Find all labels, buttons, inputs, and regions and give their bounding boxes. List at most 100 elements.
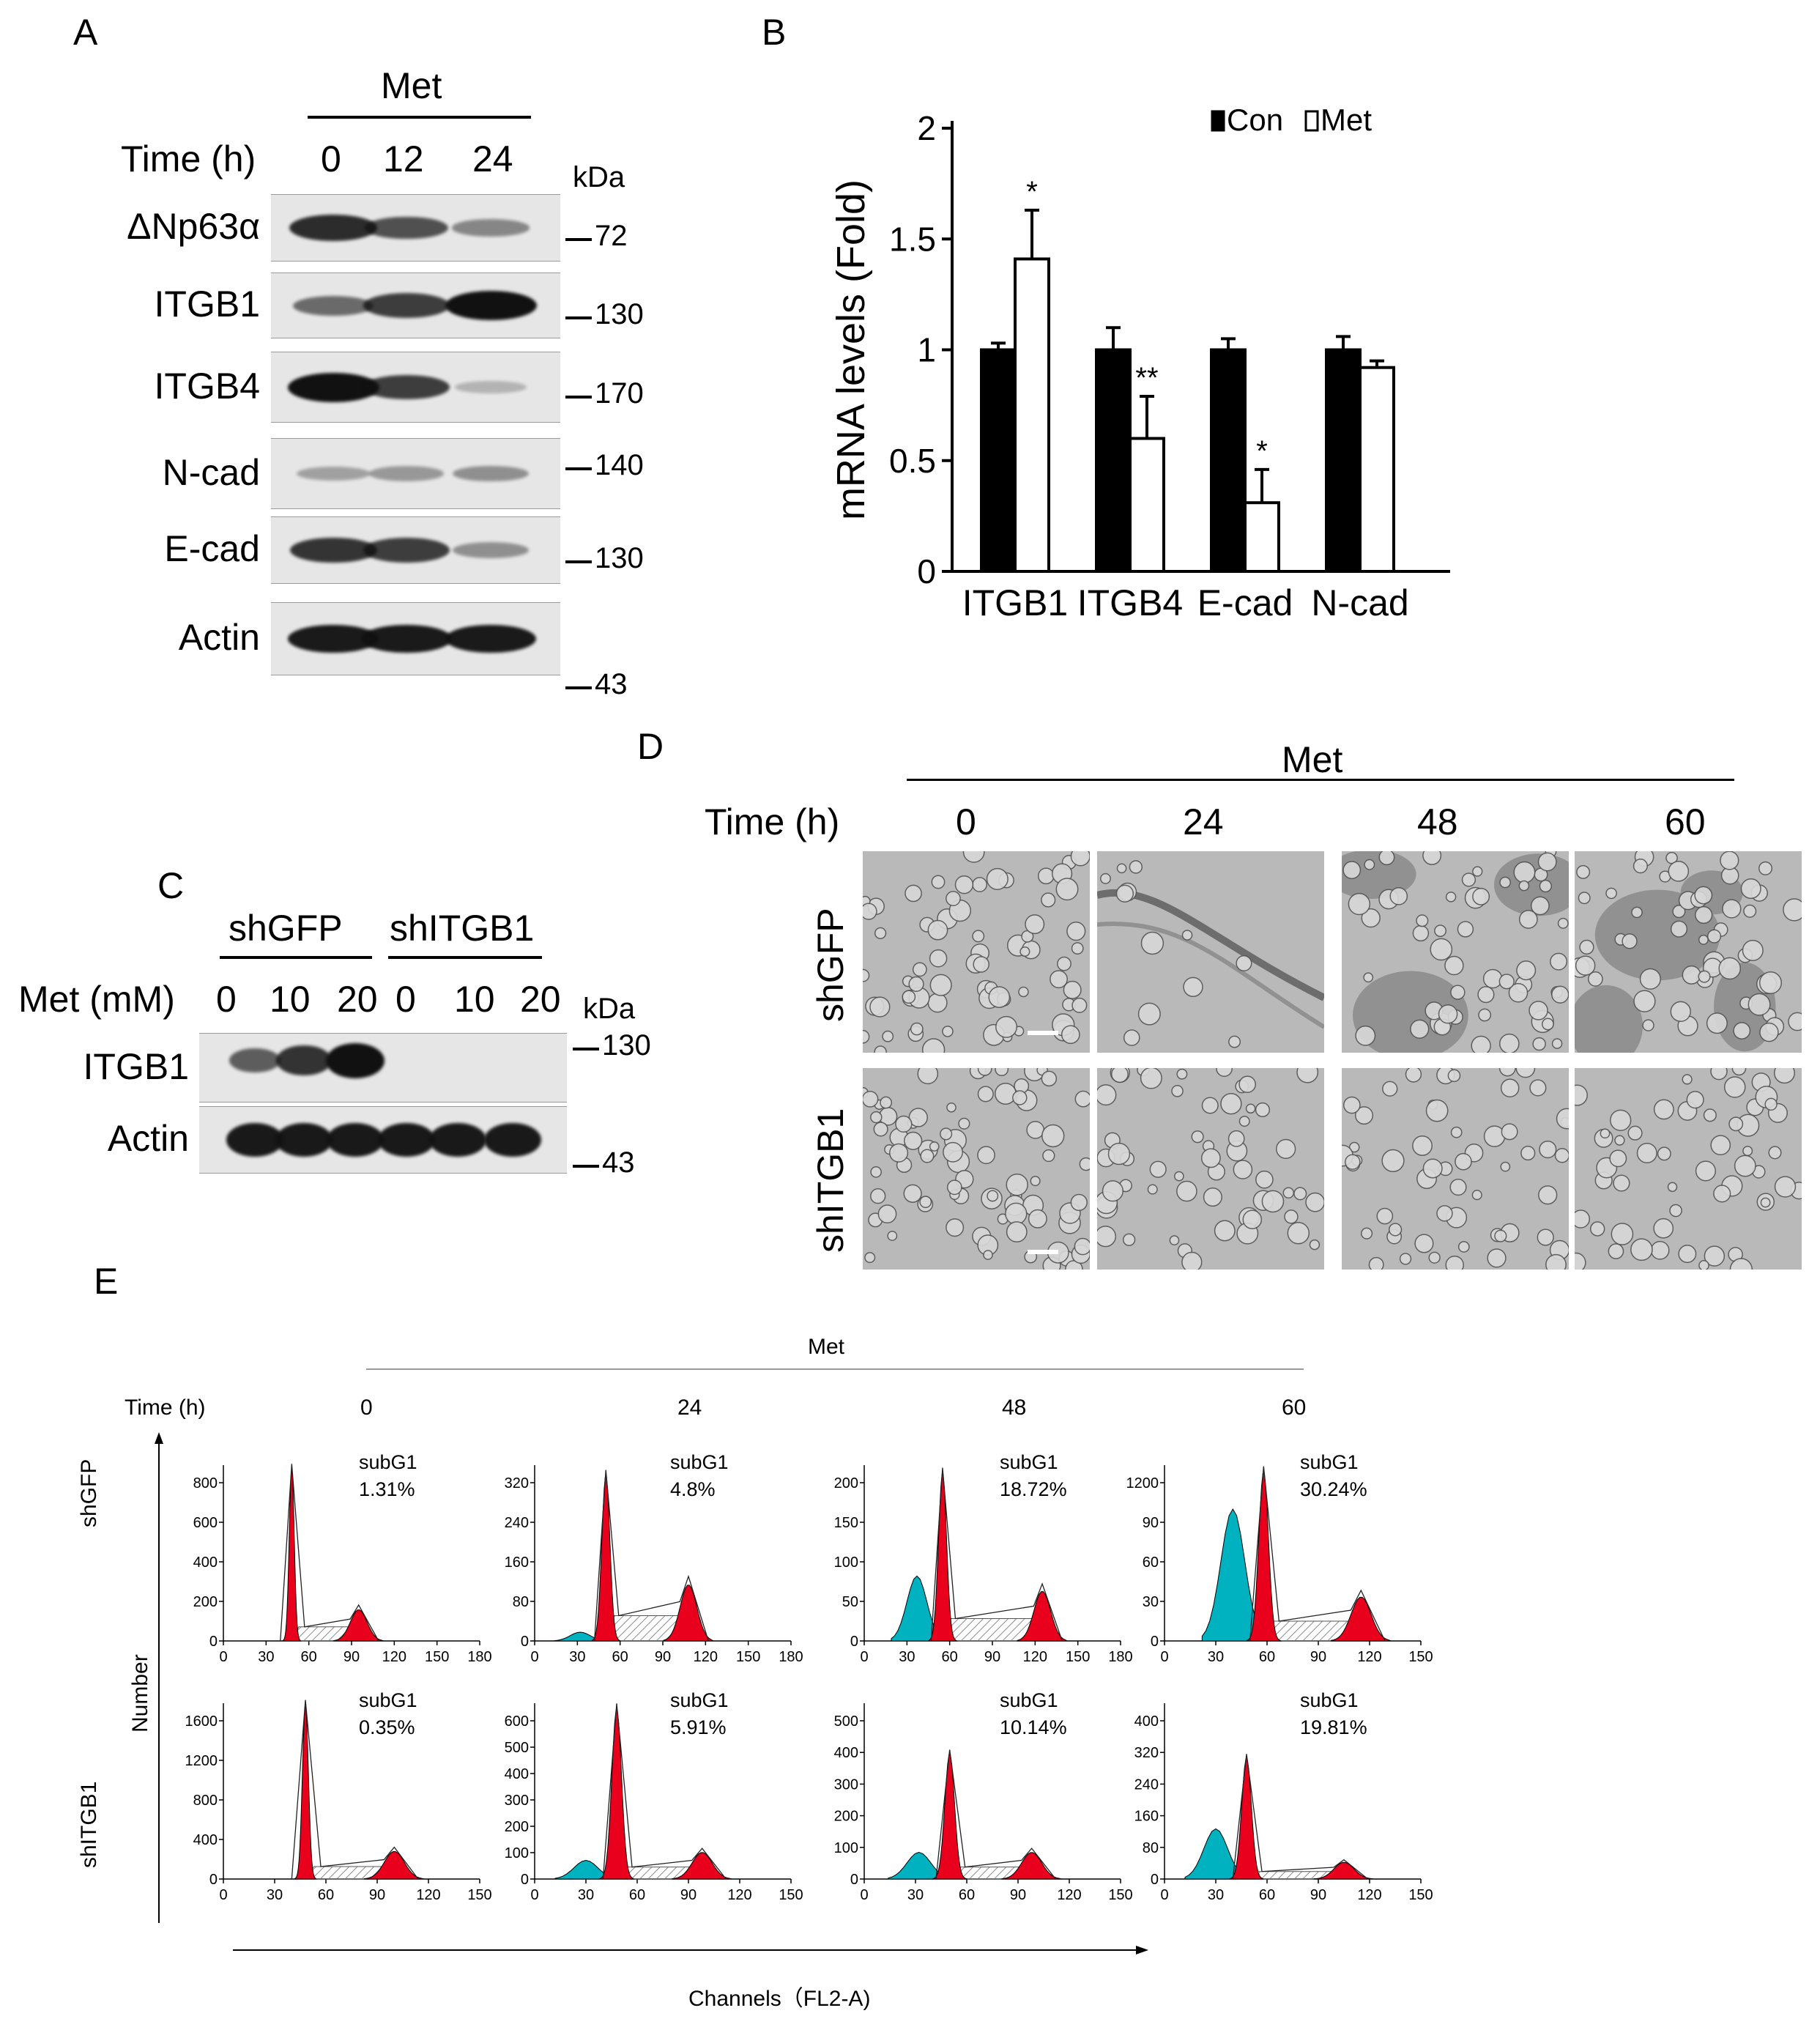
y-tick-label: 1.5 [889, 220, 936, 258]
flow-y-tick-label: 240 [1134, 1776, 1159, 1793]
panel-d-row-label: shITGB1 [810, 1108, 851, 1253]
flow-y-tick-label: 0 [1151, 1872, 1159, 1888]
panel-a-blot-2 [271, 352, 560, 423]
y-tick-label: 2 [917, 109, 936, 147]
flow-x-tick-label: 0 [219, 1649, 227, 1665]
y-axis-label: mRNA levels (Fold) [829, 179, 873, 520]
bar-con [980, 348, 1017, 573]
flow-y-tick-label: 0 [850, 1634, 858, 1650]
bar-met [1359, 366, 1395, 573]
flow-x-tick-label: 150 [425, 1649, 449, 1665]
flow-y-tick-label: 0 [209, 1872, 218, 1888]
panel-a-marker: 140 [595, 449, 644, 481]
panel-c-blot-1 [199, 1106, 567, 1174]
flow-y-tick-label: 1600 [185, 1713, 218, 1730]
panel-c-band [326, 1122, 385, 1157]
flow-x-tick-label: 120 [416, 1887, 440, 1903]
panel-c-band [275, 1122, 333, 1157]
panel-c-dose: 0 [395, 979, 416, 1020]
panel-a-marker: 43 [595, 668, 628, 700]
flow-y-tick-label: 200 [834, 1475, 858, 1491]
panel-d-time: 24 [1183, 801, 1224, 842]
flow-x-tick-label: 60 [301, 1649, 317, 1665]
flow-y-tick-label: 90 [1143, 1515, 1159, 1531]
panel-a-blot-1 [271, 273, 560, 338]
panel-a-blot-3 [271, 438, 560, 509]
flow-x-tick-label: 0 [1160, 1887, 1168, 1903]
panel-e-time-label: Time (h) [125, 1396, 206, 1420]
panel-a-marker-tick [565, 686, 592, 689]
panel-a-blot-5 [271, 602, 560, 675]
flow-x-tick-label: 0 [860, 1887, 868, 1903]
panel-a-marker-tick [565, 467, 592, 470]
flow-x-tick-label: 150 [779, 1887, 803, 1903]
subg1-label: subG1 [1000, 1689, 1058, 1711]
flow-y-tick-label: 320 [505, 1475, 529, 1491]
panel-a-band [368, 466, 445, 481]
panel-c-blot-0 [199, 1033, 567, 1103]
micrograph-shgfp-48h [1342, 851, 1569, 1053]
flow-x-tick-label: 30 [907, 1887, 924, 1903]
category-label: N-cad [1311, 582, 1408, 623]
panel-e-treatment-line [366, 1368, 1304, 1370]
subg1-percent: 0.35% [359, 1716, 415, 1738]
panel-c-marker-tick [573, 1165, 599, 1168]
flow-x-tick-label: 60 [318, 1887, 334, 1903]
panel-a-band [363, 374, 450, 400]
legend-swatch [1304, 110, 1319, 132]
panel-c-dose: 20 [337, 979, 378, 1020]
category-label: ITGB4 [1077, 582, 1183, 623]
flow-x-tick-label: 120 [1057, 1887, 1081, 1903]
flow-x-tick-label: 90 [1010, 1887, 1026, 1903]
subg1-percent: 18.72% [1000, 1478, 1067, 1500]
panel-c-band [276, 1045, 332, 1076]
micrograph-shitgb1-60h [1575, 1068, 1802, 1270]
panel-e-y-arrow [155, 1432, 163, 1923]
flow-x-tick-label: 120 [1357, 1887, 1381, 1903]
panel-a-treatment: Met [381, 65, 442, 106]
flow-y-tick-label: 800 [193, 1793, 218, 1809]
mrna-bar-chart: 0 0.5 1 1.5 2 mRNA levels (Fold) * ITGB1 ** ITGB4… [829, 103, 1450, 623]
flow-x-tick-label: 30 [1208, 1649, 1224, 1665]
panel-letter-c: C [157, 865, 185, 906]
panel-a-band [361, 624, 452, 653]
panel-c-band [377, 1122, 436, 1157]
panel-a-band [452, 219, 530, 237]
panel-c-row-label: Actin [107, 1118, 189, 1159]
g1-peak [599, 1710, 636, 1880]
panel-a-band [363, 293, 450, 318]
panel-c-group-shitgb1: shITGB1 [390, 908, 535, 949]
panel-d-treatment: Met [1282, 739, 1343, 780]
panel-c-dose: 20 [520, 979, 561, 1020]
panel-a-band [445, 624, 536, 653]
flow-y-tick-label: 400 [834, 1745, 858, 1761]
panel-c-band [483, 1122, 542, 1157]
panel-a-marker: 72 [595, 220, 628, 252]
flow-y-tick-label: 200 [505, 1819, 529, 1835]
panel-a-time-12: 12 [383, 138, 424, 179]
panel-e-time: 0 [360, 1396, 373, 1420]
flow-y-tick-label: 600 [193, 1515, 218, 1531]
flow-y-tick-label: 30 [1143, 1594, 1159, 1610]
flow-y-tick-label: 300 [834, 1776, 858, 1793]
flow-histogram-shitgb1-60h: 0 80 160 240 320 400 0 30 60 90 120 150 subG1 19.81% [1134, 1689, 1433, 1903]
panel-c-band [226, 1122, 284, 1157]
panel-c-band [326, 1042, 385, 1078]
flow-y-tick-label: 80 [513, 1594, 529, 1610]
bar-con [1095, 348, 1132, 573]
flow-y-tick-label: 300 [505, 1793, 529, 1809]
flow-x-tick-label: 0 [530, 1887, 538, 1903]
panel-c-row-label: ITGB1 [83, 1045, 189, 1087]
subg1-label: subG1 [1000, 1451, 1058, 1473]
panel-d-treatment-line [907, 779, 1734, 781]
flow-x-tick-label: 0 [219, 1887, 227, 1903]
panel-d-time: 48 [1417, 801, 1458, 842]
bar-met [1244, 501, 1280, 573]
subg1-percent: 5.91% [670, 1716, 727, 1738]
panel-letter-d: D [637, 726, 664, 767]
flow-x-tick-label: 120 [1357, 1649, 1381, 1665]
panel-a-band [453, 465, 529, 482]
y-tick-label: 1 [917, 331, 936, 369]
panel-e-time: 60 [1282, 1396, 1307, 1420]
flow-y-tick-label: 500 [505, 1740, 529, 1756]
